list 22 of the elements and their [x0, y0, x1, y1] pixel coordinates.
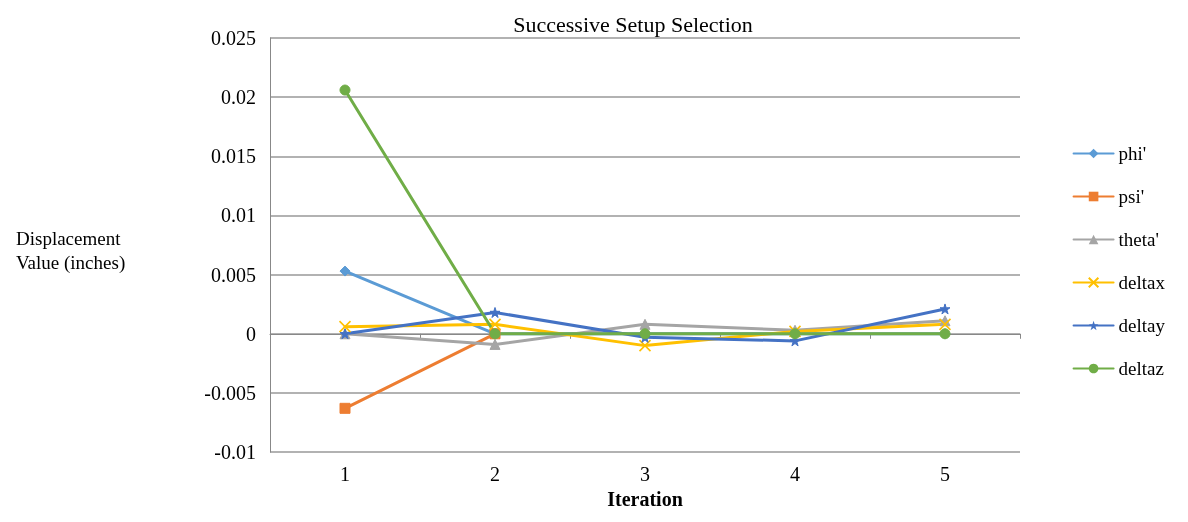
x-tick-label: 5	[940, 463, 950, 486]
x-tick-label: 3	[640, 463, 650, 486]
legend-label: psi'	[1118, 186, 1145, 207]
x-tick-label: 2	[490, 463, 500, 486]
y-tick-label: 0.015	[211, 145, 256, 168]
y-axis-title: Displacement Value (inches)	[16, 227, 126, 274]
y-tick-label: 0	[246, 322, 256, 345]
y-tick-label: 0.02	[221, 86, 256, 109]
y-tick-label: 0.025	[211, 27, 256, 49]
y-tick-label: 0.01	[221, 204, 256, 227]
y-tick-label: -0.01	[214, 441, 256, 464]
x-tick-label: 1	[340, 463, 350, 486]
x-tick-label: 4	[790, 463, 800, 486]
y-tick-label: -0.005	[204, 381, 256, 404]
x-axis-title: Iteration	[607, 488, 683, 510]
legend-label: phi'	[1118, 143, 1147, 164]
chart-title: Successive Setup Selection	[513, 11, 753, 37]
legend-label: deltay	[1118, 315, 1166, 336]
legend-label: deltax	[1118, 272, 1166, 293]
legend-label: deltaz	[1118, 358, 1164, 379]
y-tick-label: 0.005	[211, 263, 256, 286]
legend-label: theta'	[1118, 229, 1159, 250]
